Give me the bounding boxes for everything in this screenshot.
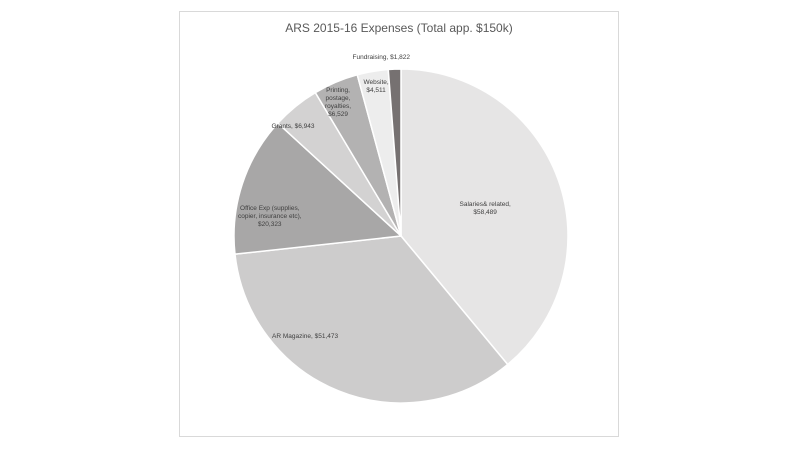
pie-slice-fundraising [387,68,402,237]
data-label-line: $20,323 [258,221,282,228]
data-label-grants: Grants, $6,943 [272,123,315,131]
pie-slice-salaries-related [400,68,569,366]
data-label-line: Salaries& related, [459,201,511,208]
data-label-ar-magazine: AR Magazine, $51,473 [272,333,338,341]
data-label-line: royalties, [325,103,352,110]
data-label-printing-postage-royalties: Printing, postage, royalties, $6,529 [325,87,351,119]
data-label-website: Website, $4,511 [364,79,389,95]
pie-slice-office-exp-supplies-copier-insurance-etc [233,122,403,256]
data-label-line: $58,489 [473,209,497,216]
pie-chart [233,68,569,404]
pie-slice-ar-magazine [234,235,509,404]
chart-title: ARS 2015-16 Expenses (Total app. $150k) [285,21,513,35]
data-label-line: Printing, [326,87,350,94]
data-label-line: $6,529 [328,111,348,118]
data-label-line: AR Magazine, $51,473 [272,333,339,340]
data-label-line: Website, [363,79,389,86]
data-label-line: copier, insurance etc), [238,213,302,220]
data-label-line: $4,511 [366,87,386,94]
data-label-line: postage, [325,95,351,102]
data-label-office-exp-supplies-copier-insurance-etc: Office Exp (supplies, copier, insurance e… [238,205,302,229]
data-label-salaries-related: Salaries& related, $58,489 [460,201,511,217]
data-label-line: Grants, $6,943 [271,123,315,130]
data-label-line: Fundraising, $1,822 [352,54,410,61]
data-label-fundraising: Fundraising, $1,822 [353,54,410,62]
chart-area: ARS 2015-16 Expenses (Total app. $150k) … [179,11,619,437]
data-label-line: Office Exp (supplies, [240,205,300,212]
